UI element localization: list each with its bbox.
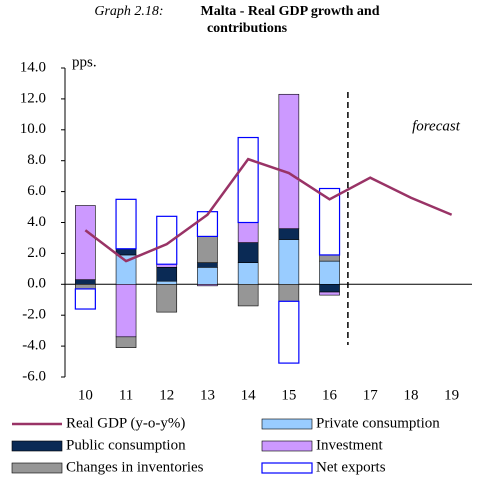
bar-segment — [237, 222, 259, 243]
y-tick-label: -2.0 — [22, 307, 46, 323]
forecast-label: forecast — [412, 118, 461, 134]
bar-segment — [115, 336, 137, 348]
y-tick-label: -4.0 — [22, 338, 46, 354]
bar-segment — [156, 267, 178, 282]
y-tick-label: 6.0 — [27, 183, 46, 199]
bar-segment — [319, 291, 340, 296]
y-tick-label: -6.0 — [22, 368, 46, 384]
bar-segment — [156, 280, 178, 285]
bar-segment — [278, 239, 300, 285]
x-tick-label: 15 — [281, 387, 296, 403]
bar-segment — [197, 236, 218, 263]
bar-segment — [237, 262, 259, 285]
y-tick-label: 4.0 — [27, 214, 46, 230]
x-tick-label: 11 — [119, 387, 133, 403]
legend-swatch — [261, 462, 313, 474]
legend-swatch — [11, 462, 63, 474]
bar-segment — [278, 283, 300, 302]
bar-segment — [237, 283, 259, 307]
bar-segment — [75, 205, 96, 280]
bar-segment — [115, 198, 137, 250]
chart-title-prefix: Graph 2.18: — [94, 4, 163, 19]
y-tick-label: 10.0 — [20, 121, 46, 137]
x-tick-label: 16 — [322, 387, 338, 403]
chart-title: Malta - Real GDP growth and contributions — [200, 4, 379, 36]
x-tick-label: 17 — [363, 387, 379, 403]
legend-swatch — [261, 418, 313, 430]
legend-swatch — [11, 440, 63, 452]
x-tick-label: 14 — [241, 387, 257, 403]
bar-segment — [278, 300, 300, 364]
line-series — [84, 157, 453, 263]
legend-label: Private consumption — [316, 415, 440, 431]
bar-segment — [278, 93, 300, 229]
legend-label: Changes in inventories — [66, 459, 204, 475]
legend-label: Real GDP (y-o-y%) — [66, 415, 185, 431]
x-tick-label: 10 — [78, 387, 93, 403]
bar-segment — [278, 228, 300, 240]
bar-segment — [197, 262, 218, 268]
bar-segment — [115, 283, 137, 338]
y-tick-label: 14.0 — [20, 59, 46, 75]
bar-segment — [156, 215, 178, 265]
bar-segment — [74, 288, 96, 310]
bar-segment — [319, 254, 340, 262]
legend-label: Net exports — [316, 459, 386, 475]
y-tick-label: 2.0 — [27, 245, 46, 261]
bar-segment — [237, 242, 259, 263]
x-tick-label: 18 — [403, 387, 418, 403]
bar-segment — [75, 283, 96, 290]
bar-segment — [156, 283, 178, 313]
x-tick-label: 12 — [159, 387, 174, 403]
bar-segment — [237, 136, 259, 224]
y-tick-label: 12.0 — [20, 90, 46, 106]
y-tick-label: 0.0 — [27, 276, 46, 292]
x-tick-label: 19 — [444, 387, 459, 403]
legend-label: Investment — [316, 437, 383, 453]
x-tick-label: 13 — [200, 387, 215, 403]
bar-segment — [197, 283, 218, 287]
y-tick-label: 8.0 — [27, 152, 46, 168]
bar-segment — [318, 187, 341, 256]
bar-segment — [75, 279, 96, 285]
legend-swatch — [261, 440, 313, 452]
bar-segment — [197, 267, 218, 285]
legend-label: Public consumption — [66, 437, 186, 453]
y-unit: pps. — [72, 54, 97, 70]
bar-segment — [319, 260, 340, 285]
bar-segment — [115, 248, 137, 256]
bar-segment — [319, 283, 340, 293]
